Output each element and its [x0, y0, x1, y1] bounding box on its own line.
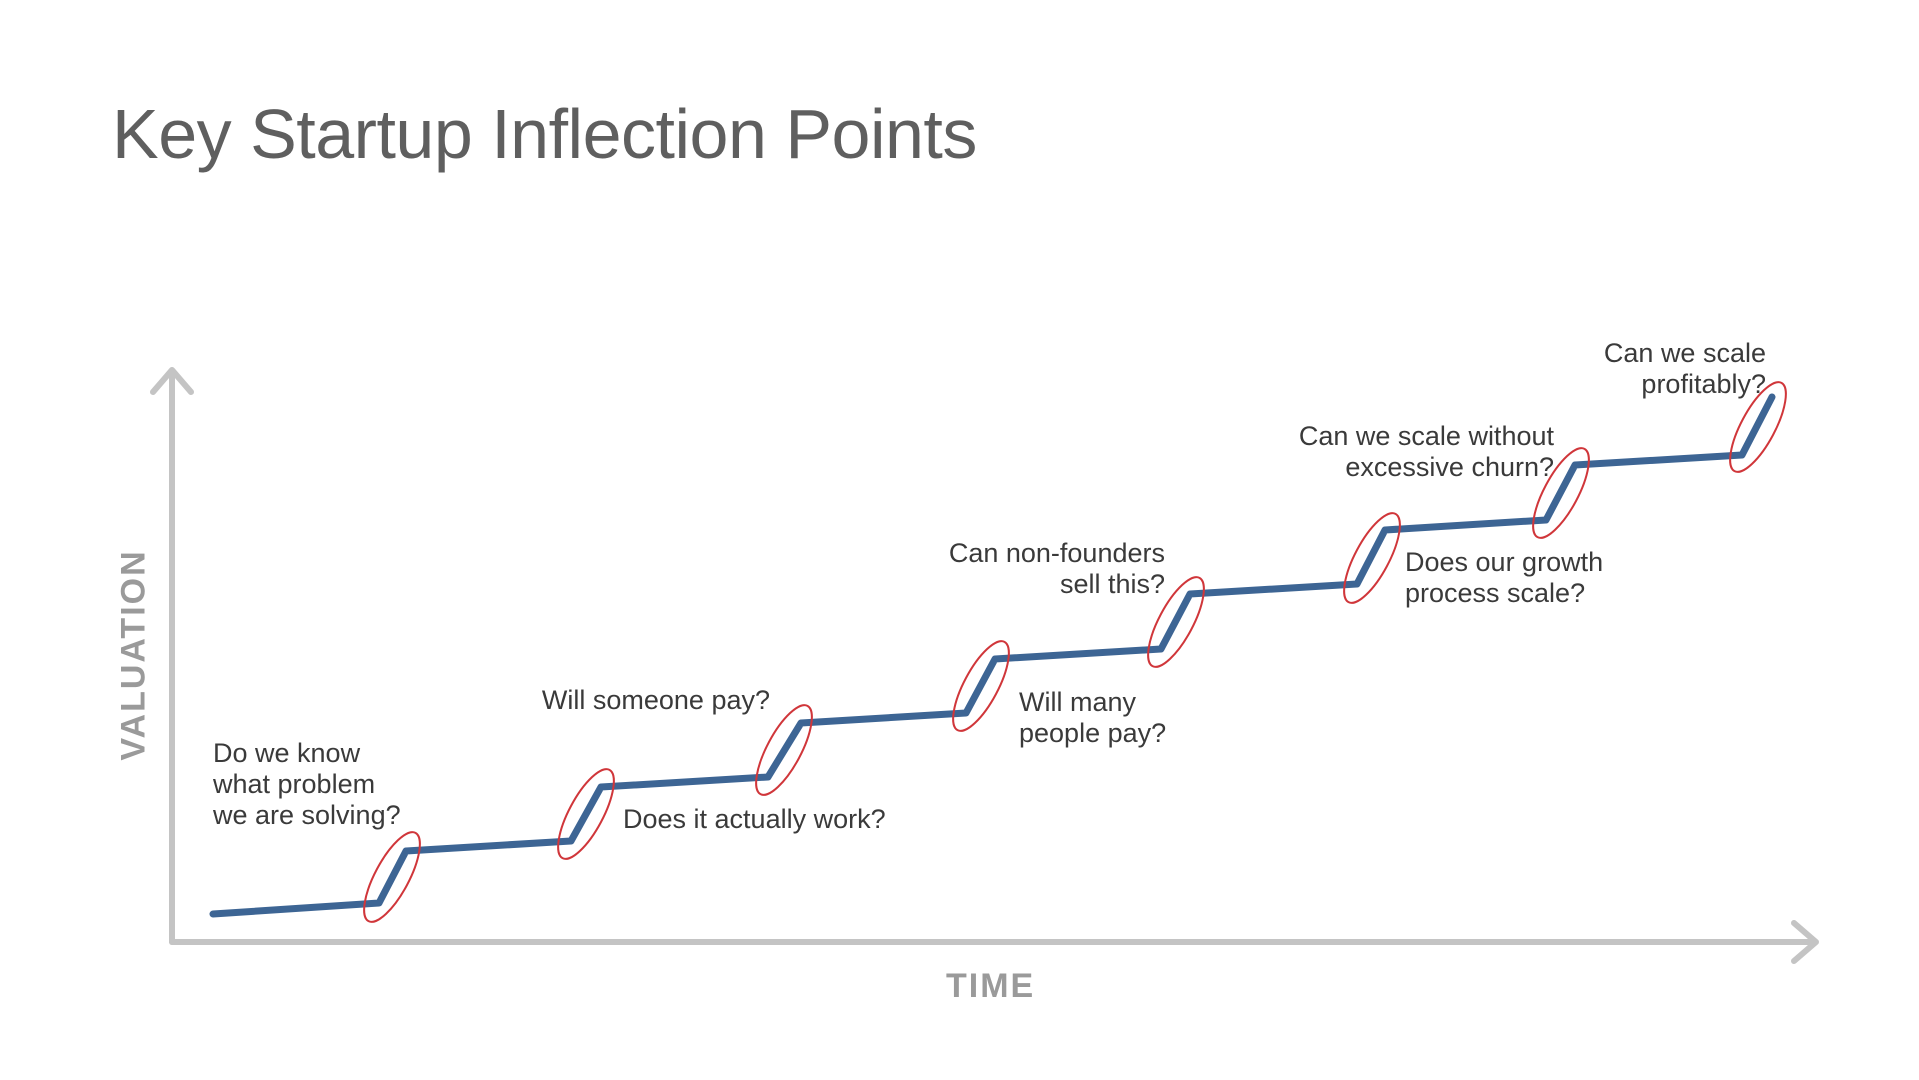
- valuation-step-line: [209, 393, 1776, 918]
- inflection-ellipse-3: [755, 704, 813, 796]
- inflection-label-5: Can non-founders sell this?: [948, 538, 1165, 599]
- inflection-ellipse-2: [557, 768, 615, 860]
- inflection-ellipse-5: [1147, 576, 1205, 668]
- axes: [150, 367, 1819, 964]
- x-axis-label: TIME: [946, 967, 1036, 1005]
- inflection-label-1: Do we know what problem we are solving?: [213, 738, 401, 830]
- inflection-highlights: [363, 381, 1787, 923]
- inflection-ellipse-1: [363, 831, 421, 923]
- y-axis-arrowhead: [150, 367, 194, 395]
- inflection-label-3: Will someone pay?: [541, 685, 770, 715]
- inflection-label-4: Will many people pay?: [1019, 687, 1167, 748]
- inflection-label-6: Does our growth process scale?: [1405, 547, 1604, 608]
- inflection-ellipse-7: [1532, 447, 1590, 539]
- x-axis-arrowhead: [1791, 920, 1819, 964]
- slide-title: Key Startup Inflection Points: [112, 95, 977, 173]
- inflection-ellipse-4: [952, 640, 1010, 732]
- inflection-label-7: Can we scale without excessive churn?: [1298, 421, 1554, 482]
- inflection-ellipse-6: [1343, 512, 1401, 604]
- inflection-label-2: Does it actually work?: [623, 804, 886, 834]
- inflection-ellipse-8: [1729, 381, 1787, 473]
- inflection-label-8: Can we scale profitably?: [1603, 338, 1766, 399]
- y-axis-label: VALUATION: [114, 549, 153, 761]
